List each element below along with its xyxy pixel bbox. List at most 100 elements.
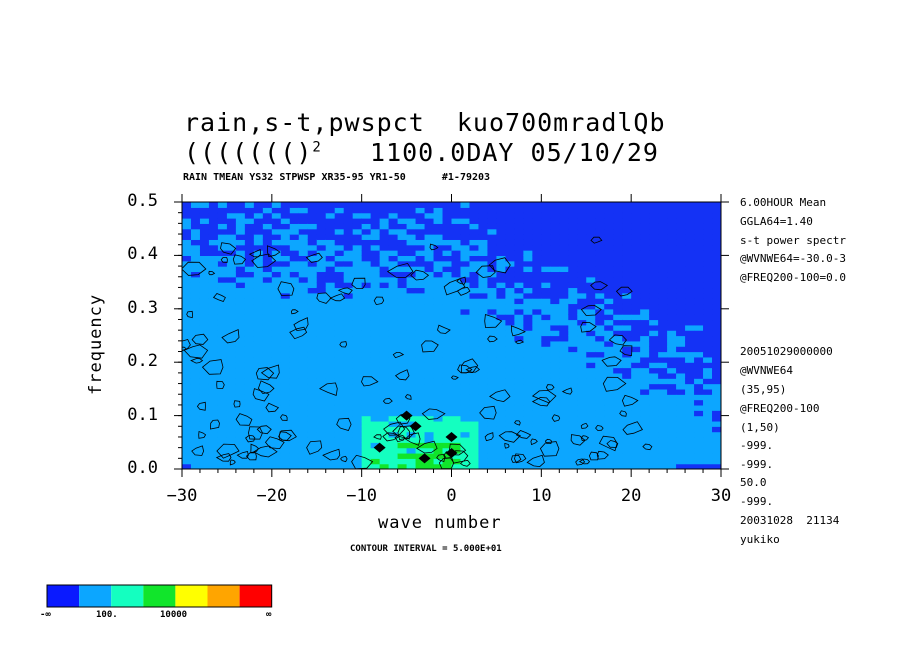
- field-cell: [478, 399, 489, 406]
- field-cell: [199, 212, 210, 219]
- field-cell: [640, 314, 650, 321]
- field-cell: [433, 330, 444, 337]
- field-cell: [541, 244, 551, 251]
- field-cell: [532, 298, 542, 305]
- field-cell: [658, 314, 668, 321]
- field-cell: [280, 335, 291, 342]
- field-cell: [460, 292, 471, 299]
- field-cell: [541, 287, 551, 294]
- field-cell: [658, 415, 668, 422]
- field-cell: [460, 239, 471, 246]
- field-cell: [190, 292, 201, 299]
- field-cell: [442, 255, 453, 262]
- field-cell: [478, 218, 489, 224]
- field-cell: [370, 202, 381, 208]
- field-cell: [703, 362, 713, 369]
- field-cell: [397, 452, 408, 459]
- field-cell: [271, 244, 282, 251]
- field-cell: [208, 319, 219, 326]
- field-cell: [568, 383, 578, 390]
- field-cell: [667, 346, 677, 353]
- field-cell: [217, 308, 228, 315]
- field-cell: [595, 458, 605, 465]
- field-cell: [370, 266, 381, 273]
- field-cell: [586, 394, 596, 401]
- field-cell: [352, 346, 363, 353]
- field-cell: [595, 292, 605, 299]
- field-cell: [640, 399, 650, 406]
- field-cell: [370, 436, 381, 443]
- field-cell: [262, 452, 273, 459]
- field-cell: [352, 255, 363, 262]
- field-cell: [226, 356, 237, 363]
- field-cell: [415, 420, 426, 427]
- field-cell: [694, 276, 704, 283]
- field-cell: [361, 250, 372, 256]
- field-cell: [217, 207, 228, 214]
- side-info-line: -999.: [740, 495, 774, 508]
- field-cell: [289, 463, 300, 469]
- field-cell: [289, 250, 300, 256]
- field-cell: [451, 388, 462, 395]
- field-cell: [685, 324, 695, 331]
- field-cell: [667, 234, 677, 240]
- field-cell: [253, 447, 264, 454]
- field-cell: [694, 228, 704, 235]
- field-cell: [712, 431, 721, 438]
- field-cell: [505, 399, 515, 406]
- side-info-line: @WVNWE64=-30.0-3: [740, 252, 846, 265]
- field-cell: [289, 426, 300, 433]
- field-cell: [532, 308, 542, 315]
- field-cell: [631, 330, 641, 337]
- field-cell: [586, 330, 596, 337]
- field-cell: [514, 436, 524, 443]
- field-cell: [208, 335, 219, 342]
- field-cell: [568, 308, 578, 315]
- field-cell: [568, 447, 578, 454]
- field-cell: [649, 212, 659, 219]
- field-cell: [253, 335, 264, 342]
- field-cell: [541, 335, 551, 342]
- field-cell: [622, 394, 632, 401]
- field-cell: [182, 234, 192, 240]
- field-cell: [397, 255, 408, 262]
- field-cell: [182, 426, 192, 433]
- field-cell: [244, 330, 255, 337]
- field-cell: [694, 244, 704, 251]
- field-cell: [487, 308, 498, 315]
- field-cell: [586, 202, 596, 208]
- field-cell: [190, 442, 201, 449]
- field-cell: [460, 234, 471, 240]
- field-cell: [379, 458, 390, 465]
- field-cell: [604, 404, 614, 411]
- field-cell: [478, 228, 489, 235]
- field-cell: [658, 394, 668, 401]
- field-cell: [253, 346, 264, 353]
- field-cell: [271, 362, 282, 369]
- field-cell: [217, 314, 228, 321]
- colorbar-swatch: [79, 585, 112, 607]
- field-cell: [613, 410, 623, 417]
- field-cell: [334, 447, 345, 454]
- field-cell: [469, 308, 480, 315]
- field-cell: [433, 458, 444, 465]
- field-cell: [586, 319, 596, 326]
- field-cell: [244, 388, 255, 395]
- field-cell: [685, 356, 695, 363]
- field-cell: [235, 228, 246, 235]
- field-cell: [676, 271, 686, 278]
- field-cell: [478, 447, 489, 454]
- field-cell: [182, 298, 192, 305]
- field-cell: [325, 442, 336, 449]
- field-cell: [478, 223, 489, 230]
- field-cell: [433, 314, 444, 321]
- field-cell: [631, 271, 641, 278]
- field-cell: [478, 356, 489, 363]
- field-cell: [496, 372, 506, 379]
- field-cell: [208, 314, 219, 321]
- field-cell: [613, 362, 623, 369]
- field-cell: [280, 367, 291, 374]
- field-cell: [298, 303, 309, 310]
- field-cell: [361, 447, 372, 454]
- field-cell: [532, 207, 542, 214]
